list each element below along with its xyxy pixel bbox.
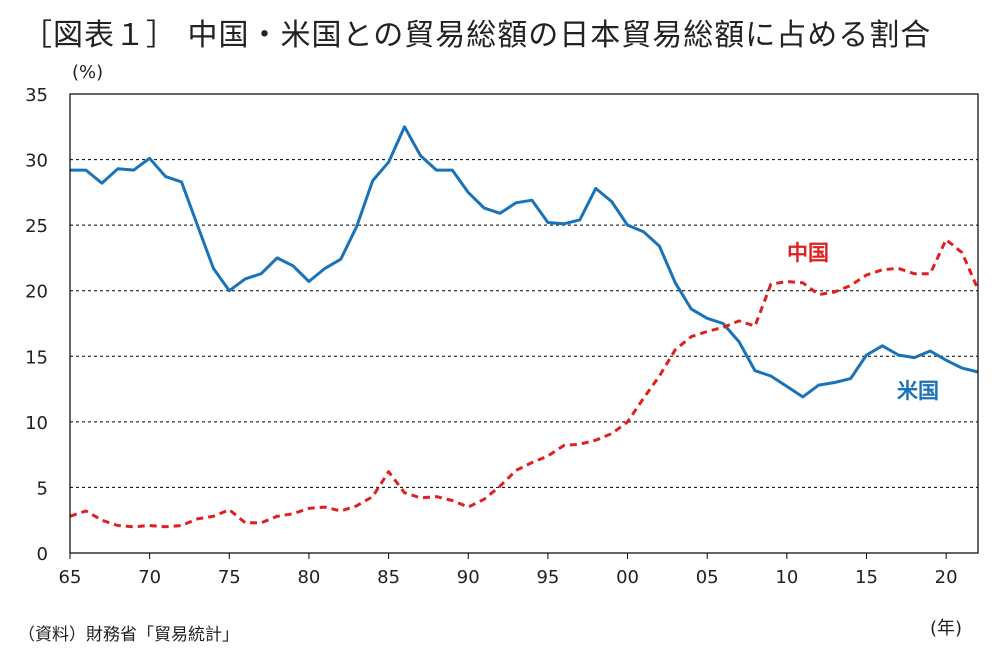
y-tick-label: 35 (25, 85, 48, 106)
x-tick-label: 10 (775, 567, 798, 588)
x-tick-label: 20 (935, 567, 958, 588)
x-tick-label: 05 (696, 567, 719, 588)
grid-lines (70, 159, 978, 488)
x-axis-unit: (年) (930, 618, 963, 639)
x-tick-label: 65 (59, 567, 82, 588)
plot-frame (69, 93, 979, 554)
china-series-line (69, 238, 980, 529)
y-axis-ticks: 0 5 10 15 20 25 30 35 (25, 85, 48, 565)
x-tick-label: 85 (377, 567, 400, 588)
y-tick-label: 15 (25, 347, 48, 368)
x-tick-label: 15 (855, 567, 878, 588)
chart-title: ［図表１］ 中国・米国との貿易総額の日本貿易総額に占める割合 (22, 18, 932, 53)
x-tick-label: 00 (616, 567, 639, 588)
x-tick-label: 90 (457, 567, 480, 588)
y-tick-label: 10 (25, 413, 48, 434)
y-tick-label: 20 (25, 282, 48, 303)
x-tick-label: 95 (536, 567, 559, 588)
x-axis-ticks: 65 70 75 80 85 90 95 00 05 10 15 20 (59, 553, 958, 588)
y-tick-label: 25 (25, 216, 48, 237)
y-tick-label: 0 (37, 544, 48, 565)
us-series-line (70, 125, 979, 399)
x-tick-label: 80 (297, 567, 320, 588)
x-tick-label: 75 (218, 567, 241, 588)
y-axis-unit: (%) (72, 62, 104, 83)
us-series-label: 米国 (897, 379, 939, 403)
y-tick-label: 30 (25, 151, 48, 172)
series-lines (69, 125, 980, 529)
source-note: （資料）財務省「貿易統計」 (18, 625, 239, 645)
china-series-label: 中国 (787, 241, 829, 265)
x-tick-label: 70 (138, 567, 161, 588)
y-tick-label: 5 (37, 478, 48, 499)
